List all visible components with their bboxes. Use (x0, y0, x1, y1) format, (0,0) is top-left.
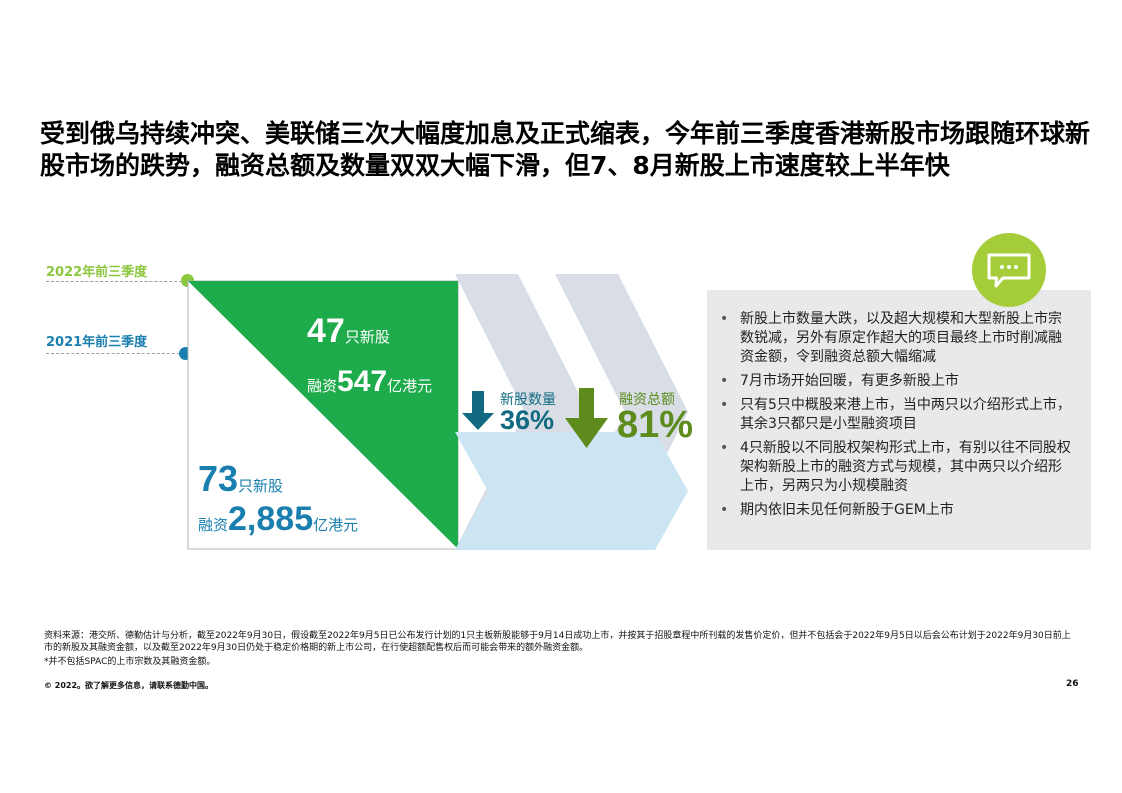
stats-2022-fund-value: 547 (337, 365, 388, 398)
comparison-graphic (187, 274, 688, 550)
legend-2022-label: 2022年前三季度 (46, 265, 148, 280)
legend-2022-dash (46, 281, 182, 282)
funds-pct: 81% (617, 404, 694, 446)
stats-2021-fund-prefix: 融资 (198, 516, 229, 534)
chevron-front-2 (555, 432, 688, 550)
list-item: 4只新股以不同股权架构形式上市，有别以往不同股权架构新股上市的融资方式与规模，其… (720, 439, 1072, 496)
triangle-2022 (188, 281, 458, 549)
legend-2021-dash (46, 353, 180, 354)
stats-2021-count-unit: 只新股 (238, 477, 284, 495)
list-item: 新股上市数量大跌，以及超大规模和大型新股上市宗数锐减，另外有原定作超大的项目最终… (720, 310, 1072, 367)
list-item: 只有5只中概股来港上市，当中两只以介绍形式上市，其余3只都只是小型融资项目 (720, 396, 1072, 434)
legend-2021-label: 2021年前三季度 (46, 335, 148, 350)
page-title: 受到俄乌持续冲突、美联储三次大幅度加息及正式缩表，今年前三季度香港新股市场跟随环… (40, 119, 1091, 180)
stats-2022-count: 47 (307, 312, 345, 350)
list-item: 期内依旧未见任何新股于GEM上市 (720, 501, 1072, 520)
stats-2021-fund-line: 融资2,885亿港元 (198, 500, 358, 539)
footer-source: 资料来源：港交所、德勤估计与分析，截至2022年9月30日，假设截至2022年9… (44, 631, 1071, 653)
ipo-count-label: 新股数量 (500, 392, 556, 408)
stats-2022-count-unit: 只新股 (344, 328, 390, 346)
footer-note: *并不包括SPAC的上市宗数及其融资金额。 (44, 657, 216, 667)
stats-2022-count-line: 47只新股 (307, 312, 390, 351)
down-arrow-count-icon (462, 391, 494, 430)
chevron-front-1 (455, 432, 588, 550)
page-number: 26 (1066, 679, 1079, 689)
down-arrow-funds-icon (565, 388, 608, 448)
stats-2021-fund-value: 2,885 (228, 500, 314, 538)
chat-bubble-icon (972, 233, 1046, 307)
key-points-panel: 新股上市数量大跌，以及超大规模和大型新股上市宗数锐减，另外有原定作超大的项目最终… (707, 290, 1091, 550)
funds-label: 融资总额 (619, 392, 675, 408)
ipo-count-pct: 36% (500, 405, 555, 435)
stats-2022-fund-unit: 亿港元 (387, 377, 433, 395)
stats-2022-fund-line: 融资547亿港元 (307, 365, 432, 399)
key-points-list: 新股上市数量大跌，以及超大规模和大型新股上市宗数锐减，另外有原定作超大的项目最终… (720, 310, 1072, 525)
stats-2021-count-line: 73只新股 (198, 458, 283, 500)
stats-2021-count: 73 (198, 458, 239, 499)
list-item: 7月市场开始回暖，有更多新股上市 (720, 372, 1072, 391)
stats-2022-fund-prefix: 融资 (307, 377, 338, 395)
footer-copyright: © 2022。欲了解更多信息，请联系德勤中国。 (44, 681, 214, 690)
stats-2021-fund-unit: 亿港元 (313, 516, 359, 534)
